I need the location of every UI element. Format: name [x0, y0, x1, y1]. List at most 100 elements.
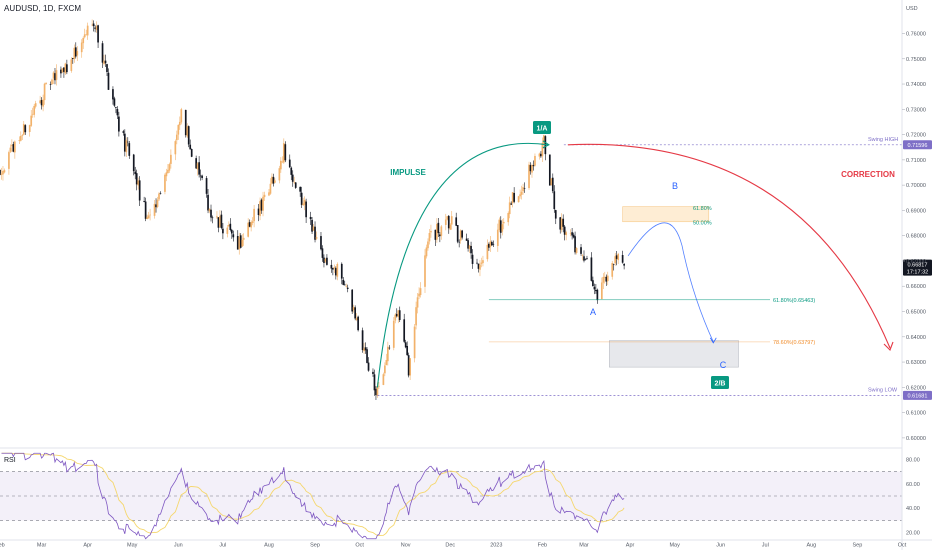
- candle-body: [278, 168, 281, 181]
- candle-body: [569, 232, 572, 234]
- rsi-background: [0, 471, 902, 521]
- candle: [332, 267, 334, 276]
- candle: [104, 54, 107, 68]
- candle-body: [580, 247, 582, 254]
- candle: [199, 169, 202, 181]
- candle-body: [66, 64, 68, 73]
- candle: [455, 212, 458, 227]
- candle: [603, 271, 606, 284]
- candle-body: [184, 109, 187, 136]
- time-axis-label: Oct: [355, 543, 364, 549]
- current-price-tag: [903, 259, 932, 276]
- wave-b-label: B: [672, 181, 678, 191]
- candle-body: [352, 307, 355, 311]
- candle-body: [382, 374, 385, 385]
- candle: [600, 277, 603, 300]
- candle-body: [262, 196, 264, 211]
- candle-body: [584, 259, 587, 260]
- candle: [346, 284, 349, 293]
- candle: [375, 386, 377, 400]
- candle: [54, 67, 56, 85]
- candle: [126, 137, 129, 147]
- candle: [229, 218, 232, 232]
- candle-body: [311, 219, 313, 232]
- candle-body: [14, 141, 16, 153]
- candle: [342, 277, 345, 286]
- candle-body: [281, 161, 284, 163]
- price-tick-label: 0.72000: [906, 133, 926, 139]
- candle-body: [54, 73, 56, 81]
- candle: [550, 178, 553, 186]
- candle: [323, 254, 325, 268]
- candle: [201, 174, 203, 181]
- time-axis-label: Oct: [898, 543, 907, 549]
- candle-body: [64, 63, 67, 74]
- candle-body: [428, 233, 431, 242]
- rsi-ma-line: [1, 452, 625, 537]
- candle: [177, 124, 180, 140]
- candle-body: [492, 243, 495, 245]
- candle: [602, 273, 605, 289]
- candle: [164, 173, 166, 195]
- candle-body: [303, 200, 306, 205]
- time-axis-label: Feb: [0, 543, 5, 549]
- time-axis-label: Sep: [853, 543, 863, 549]
- candle-body: [418, 293, 420, 297]
- fib-618-upper-label: 61.80%: [693, 206, 712, 212]
- candle: [357, 315, 359, 332]
- candle-body: [253, 208, 255, 222]
- candle: [540, 151, 542, 158]
- candle: [73, 44, 76, 63]
- candle: [467, 237, 469, 252]
- candle: [302, 197, 304, 206]
- fib-786-label: 78.60%(0.63797): [773, 340, 815, 346]
- candle-body: [489, 241, 492, 248]
- candle: [251, 217, 254, 226]
- candle: [496, 223, 499, 252]
- price-tick-label: 0.61000: [906, 411, 926, 417]
- candle: [541, 137, 544, 163]
- candle-body: [274, 180, 276, 183]
- candle: [382, 372, 385, 386]
- candle-body: [565, 232, 568, 236]
- time-axis-label: Dec: [445, 543, 455, 549]
- candle-body: [263, 194, 266, 198]
- candle: [55, 64, 58, 86]
- candle-body: [247, 222, 250, 237]
- candle: [34, 100, 37, 109]
- candle-body: [300, 192, 303, 205]
- candle: [544, 135, 547, 161]
- c-target-zone: [609, 340, 739, 368]
- candle-body: [343, 284, 346, 286]
- candle-body: [326, 257, 328, 265]
- candle: [271, 173, 273, 185]
- candle-body: [135, 173, 138, 185]
- swing-high-tag: [903, 140, 932, 150]
- candle: [436, 218, 438, 243]
- candle: [63, 67, 65, 78]
- candle-body: [572, 234, 575, 238]
- candle: [24, 124, 27, 135]
- candle-body: [363, 348, 365, 352]
- candle: [595, 284, 597, 294]
- candle-body: [51, 79, 53, 85]
- candle-body: [104, 60, 107, 64]
- candle: [367, 357, 370, 372]
- candle: [508, 196, 511, 219]
- candle-body: [333, 267, 336, 269]
- candle: [19, 131, 22, 142]
- candle-body: [268, 192, 270, 196]
- candle: [196, 161, 199, 176]
- candle-body: [106, 64, 108, 72]
- candle-body: [461, 230, 463, 238]
- candle: [257, 203, 260, 222]
- candle: [461, 229, 463, 240]
- candle-body: [155, 204, 157, 208]
- candle-body: [354, 307, 357, 319]
- candle: [361, 327, 364, 353]
- candle-body: [126, 141, 129, 143]
- candle: [211, 215, 214, 224]
- candle-body: [361, 330, 364, 351]
- candle: [149, 208, 151, 221]
